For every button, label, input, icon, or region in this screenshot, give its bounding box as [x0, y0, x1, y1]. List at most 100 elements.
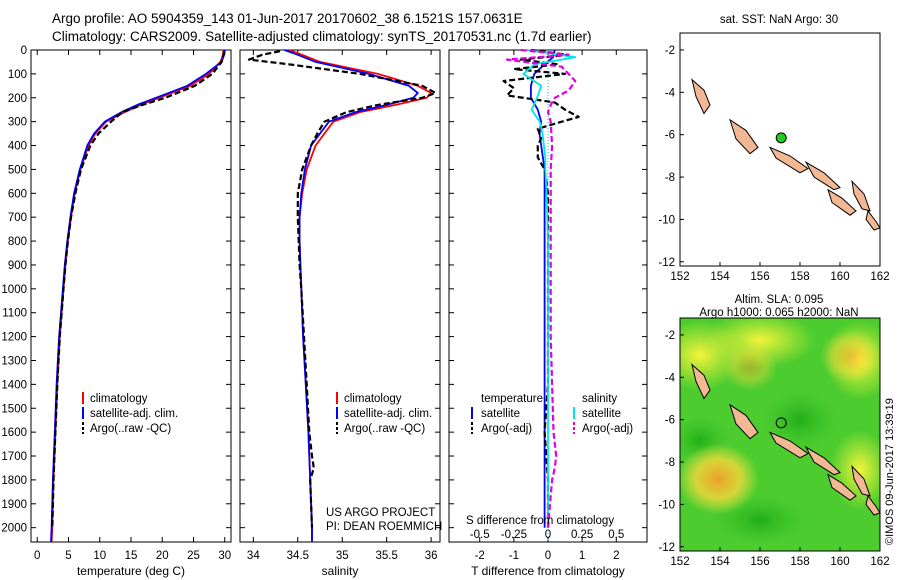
temperature-axis-title: temperature (deg C): [77, 564, 185, 578]
x-tick-label: 162: [870, 271, 889, 283]
y-tick-label: -12: [658, 257, 675, 269]
y-tick-label: -8: [665, 457, 675, 469]
y-tick-label: 1800: [1, 475, 27, 487]
y-tick-label: 600: [8, 188, 27, 200]
sla-map-frame: [679, 317, 881, 552]
x-tick-label: 162: [870, 556, 889, 568]
x-tick-label: 1: [579, 550, 585, 562]
x-tick-label: 15: [125, 550, 138, 562]
legend-climatology-label: climatology: [90, 393, 148, 405]
y-tick-label: 700: [8, 212, 27, 224]
y-tick-label: 1500: [1, 403, 27, 415]
island-shape: [729, 403, 759, 440]
island-shape: [865, 494, 881, 516]
x-tick-label: 25: [187, 550, 200, 562]
sst-map-axes: 152 154 156 158 160 162 -2 -4 -6 -8 -10 -12: [658, 45, 889, 283]
y-tick-label: 1300: [1, 355, 27, 367]
x-tick-label: 152: [670, 271, 689, 283]
sla-hotspot: [722, 343, 778, 391]
y-tick-label: 300: [8, 117, 27, 129]
island-shape: [851, 179, 871, 212]
header-line-2: Climatology: CARS2009. Satellite-adjuste…: [52, 29, 592, 44]
y-tick-label: 0: [21, 45, 27, 57]
y-tick-label: 200: [8, 93, 27, 105]
series-line-satellite-adj-clim-: [50, 49, 226, 543]
sla-map-coastline: [691, 363, 881, 516]
x-tick-label: 0: [545, 550, 551, 562]
difference-legend: temperature salinity satellite Argo(-adj…: [466, 393, 633, 527]
temperature-axes: 0100200300400500600700800900100011001200…: [1, 45, 231, 562]
x-tick-label: 152: [670, 556, 689, 568]
legend-satellite-label: satellite-adj. clim.: [344, 408, 432, 420]
island-shape: [691, 78, 711, 115]
x-tick-label: 158: [790, 556, 809, 568]
y-tick-label: 2000: [1, 523, 27, 535]
x-tick-label: 156: [750, 556, 769, 568]
salinity-axes: 34 34.5 35 35.5 36: [240, 49, 440, 562]
island-shape: [851, 464, 871, 497]
x-tick-label: 158: [790, 271, 809, 283]
imos-timestamp: ©IMOS 09-Jun-2017 13:39:19: [884, 398, 896, 545]
t-difference-axis-title: T difference from climatology: [471, 564, 625, 578]
island-shape: [804, 445, 841, 476]
y-tick-label: -8: [665, 172, 675, 184]
x-tick-label: 5: [65, 550, 71, 562]
sla-hotspot: [819, 329, 880, 383]
legend-satellite-label: satellite-adj. clim.: [90, 408, 178, 420]
island-shape: [865, 209, 881, 231]
x-tick-label: 154: [710, 271, 730, 283]
sst-map-frame: [679, 32, 881, 267]
series-line-satellite-adj-clim-: [284, 49, 419, 542]
salinity-legend: climatology satellite-adj. clim. Argo(..…: [326, 392, 442, 533]
island-shape: [804, 160, 841, 191]
pi-annotation: PI: DEAN ROEMMICH: [326, 521, 442, 533]
y-tick-label: -2: [665, 330, 675, 342]
sla-field-patch: [830, 430, 880, 510]
series-line-s-argo-adj-: [505, 48, 577, 528]
y-tick-label: 1600: [1, 427, 27, 439]
x-tick-label: 160: [830, 271, 849, 283]
y-tick-label: 800: [8, 236, 27, 248]
x-tick-label: 154: [710, 556, 730, 568]
island-shape: [729, 118, 759, 155]
project-annotation: US ARGO PROJECT: [326, 507, 435, 519]
y-tick-label: 400: [8, 141, 27, 153]
x-tick-label: 156: [750, 271, 769, 283]
s-difference-axis-title: S difference from climatology: [466, 515, 614, 527]
sst-map-coastline: [691, 78, 881, 231]
x-tick-label: 30: [218, 550, 231, 562]
y-tick-label: -10: [658, 499, 675, 511]
x-tick-label: 2: [613, 550, 619, 562]
legend-climatology-label: climatology: [344, 393, 402, 405]
sla-map-title-1: Altim. SLA: 0.095: [735, 294, 824, 306]
y-tick-label: -4: [665, 87, 676, 99]
top-x-tick-label: 0: [545, 529, 551, 541]
legend-salinity-header: salinity: [582, 393, 617, 405]
legend-t-satellite-label: satellite: [481, 408, 520, 420]
sla-map-axes: 152 154 156 158 160 162 -2 -4 -6 -8 -10 -12: [658, 330, 889, 568]
legend-argo-label: Argo(..raw -QC): [344, 423, 425, 435]
y-tick-label: 500: [8, 164, 27, 176]
x-tick-label: 160: [830, 556, 849, 568]
island-shape: [691, 363, 711, 400]
x-tick-label: 35: [336, 550, 349, 562]
y-tick-label: -6: [665, 415, 675, 427]
top-x-tick-label: -0.5: [470, 529, 490, 541]
island-shape: [768, 431, 809, 459]
y-tick-label: -2: [665, 45, 675, 57]
sla-hotspots: [680, 329, 880, 515]
x-tick-label: -1: [509, 550, 519, 562]
top-x-tick-label: -0.25: [501, 529, 527, 541]
y-tick-label: -12: [658, 542, 675, 554]
island-shape: [768, 146, 809, 174]
y-tick-label: 100: [8, 69, 27, 81]
x-tick-label: 35.5: [375, 550, 397, 562]
top-x-tick-label: 0.25: [571, 529, 593, 541]
y-tick-label: 900: [8, 260, 27, 272]
island-shape: [827, 188, 857, 216]
sst-map: sat. SST: NaN Argo: 30 152 154 156 158 160 16…: [658, 14, 889, 283]
salinity-series: [247, 49, 437, 542]
x-tick-label: 20: [156, 550, 169, 562]
legend-argo-label: Argo(..raw -QC): [90, 423, 171, 435]
x-tick-label: -2: [475, 550, 485, 562]
